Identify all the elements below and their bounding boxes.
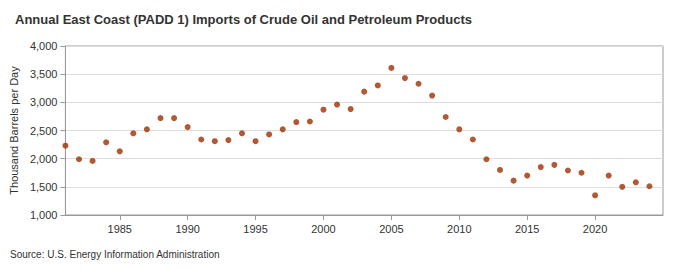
svg-text:1985: 1985 (108, 223, 132, 235)
svg-text:2,500: 2,500 (30, 125, 58, 137)
svg-text:2000: 2000 (311, 223, 335, 235)
svg-text:Thousand Barrels per Day: Thousand Barrels per Day (8, 66, 20, 195)
svg-text:Annual East Coast (PADD 1) Imp: Annual East Coast (PADD 1) Imports of Cr… (15, 12, 472, 27)
svg-text:2015: 2015 (515, 223, 539, 235)
svg-text:1,000: 1,000 (30, 209, 58, 221)
svg-text:Source: U.S. Energy Informatio: Source: U.S. Energy Information Administ… (10, 249, 220, 260)
svg-text:2005: 2005 (379, 223, 403, 235)
svg-text:2,000: 2,000 (30, 153, 58, 165)
svg-text:4,000: 4,000 (30, 40, 58, 52)
svg-text:3,000: 3,000 (30, 96, 58, 108)
svg-text:1,500: 1,500 (30, 181, 58, 193)
svg-text:1995: 1995 (243, 223, 267, 235)
svg-text:1990: 1990 (175, 223, 199, 235)
svg-text:2020: 2020 (583, 223, 607, 235)
svg-text:2010: 2010 (447, 223, 471, 235)
svg-text:3,500: 3,500 (30, 68, 58, 80)
